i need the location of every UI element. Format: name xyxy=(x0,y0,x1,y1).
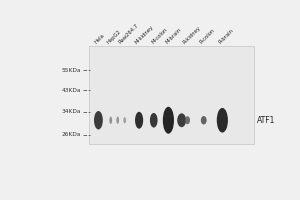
Ellipse shape xyxy=(163,107,174,134)
Ellipse shape xyxy=(116,117,119,124)
Ellipse shape xyxy=(201,116,207,124)
Text: Hela: Hela xyxy=(93,33,105,45)
Ellipse shape xyxy=(150,113,158,128)
Text: 43KDa: 43KDa xyxy=(62,88,81,93)
Ellipse shape xyxy=(109,117,112,124)
Text: 26KDa: 26KDa xyxy=(62,132,81,137)
Text: M-colon: M-colon xyxy=(151,27,169,45)
Text: R-colon: R-colon xyxy=(199,28,216,45)
Ellipse shape xyxy=(177,113,186,127)
Text: M-kidney: M-kidney xyxy=(134,24,154,45)
Text: M-brain: M-brain xyxy=(165,27,183,45)
Text: Raw264.7: Raw264.7 xyxy=(118,23,140,45)
Ellipse shape xyxy=(123,117,126,123)
Ellipse shape xyxy=(94,111,103,129)
Text: R-brain: R-brain xyxy=(218,28,235,45)
Text: 34KDa: 34KDa xyxy=(62,109,81,114)
Text: R-kidney: R-kidney xyxy=(182,25,202,45)
Text: HepG2: HepG2 xyxy=(106,29,122,45)
Ellipse shape xyxy=(217,108,228,133)
Text: 55KDa: 55KDa xyxy=(62,68,81,73)
Ellipse shape xyxy=(135,112,143,129)
Ellipse shape xyxy=(185,116,190,124)
Text: ATF1: ATF1 xyxy=(257,116,276,125)
FancyBboxPatch shape xyxy=(89,46,254,144)
